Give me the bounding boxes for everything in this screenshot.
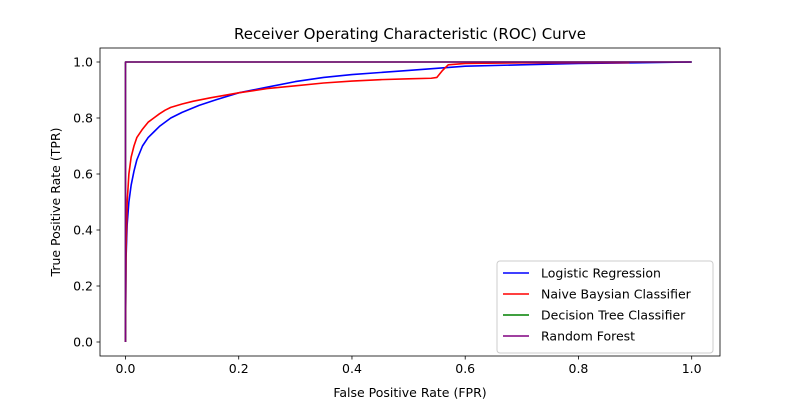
chart-title: Receiver Operating Characteristic (ROC) … (234, 25, 586, 43)
x-tick-label: 1.0 (682, 361, 702, 376)
legend-label-logistic-regression: Logistic Regression (541, 266, 661, 281)
legend: Logistic Regression Naive Baysian Classif… (496, 260, 714, 354)
y-tick-label: 0.6 (73, 167, 93, 182)
x-tick-label: 0.0 (116, 361, 136, 376)
plot-area: 0.0 0.2 0.4 0.6 0.8 1.0 0.0 0.2 0.4 0.6 0.8 1.0 (73, 47, 721, 376)
legend-label-decision-tree-classifier: Decision Tree Classifier (541, 308, 686, 323)
plot-frame (99, 47, 721, 357)
series-line-naive-baysian-classifier (124, 61, 630, 343)
series-line-logistic-regression (124, 61, 692, 343)
y-tick-label: 0.8 (73, 111, 93, 126)
y-axis-label: True Positive Rate (TPR) (48, 128, 63, 278)
series-line-random-forest (124, 61, 692, 342)
x-axis-label: False Positive Rate (FPR) (333, 385, 486, 400)
y-tick-label: 0.4 (73, 223, 93, 238)
legend-label-random-forest: Random Forest (541, 329, 635, 344)
y-tick-label: 0.0 (73, 335, 93, 350)
x-tick-label: 0.8 (569, 361, 589, 376)
y-tick-label: 0.2 (73, 279, 93, 294)
y-tick-label: 1.0 (73, 55, 93, 70)
x-tick-label: 0.6 (455, 361, 475, 376)
x-tick-label: 0.4 (342, 361, 362, 376)
legend-label-naive-baysian-classifier: Naive Baysian Classifier (541, 287, 692, 302)
x-tick-label: 0.2 (229, 361, 249, 376)
legend-box (496, 260, 714, 354)
